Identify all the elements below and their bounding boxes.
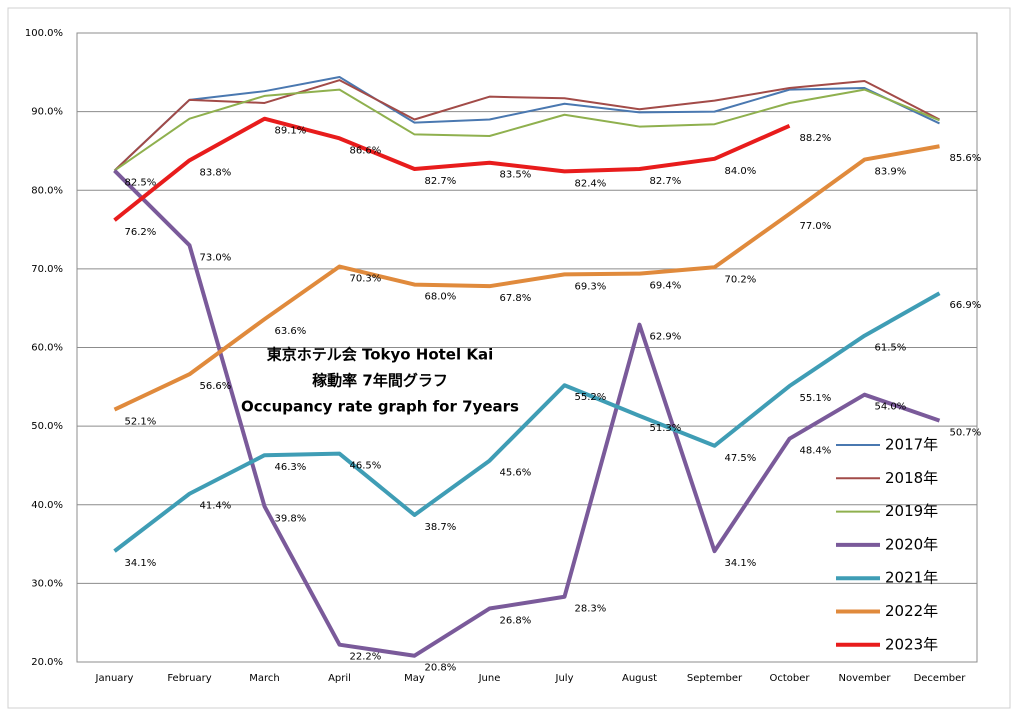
y-tick-label: 60.0%	[31, 343, 63, 354]
series-line	[113, 76, 940, 172]
x-tick-label: June	[478, 673, 501, 684]
x-tick-label: July	[555, 673, 574, 684]
data-label: 61.5%	[875, 343, 907, 354]
series-line	[113, 88, 940, 172]
legend-label: 2018年	[885, 469, 938, 487]
data-label: 46.3%	[275, 462, 307, 473]
data-label: 54.0%	[875, 402, 907, 413]
x-tick-label: September	[687, 673, 743, 684]
data-label: 46.5%	[350, 461, 382, 472]
data-label: 48.4%	[800, 446, 832, 457]
y-tick-label: 40.0%	[31, 500, 63, 511]
data-label: 83.8%	[200, 167, 232, 178]
data-label: 50.7%	[950, 428, 982, 439]
legend-label: 2017年	[885, 436, 938, 454]
data-label: 47.5%	[725, 453, 757, 464]
data-label: 70.3%	[350, 274, 382, 285]
data-label: 55.2%	[575, 392, 607, 403]
data-label: 69.4%	[650, 281, 682, 292]
x-tick-label: March	[249, 673, 279, 684]
data-label: 85.6%	[950, 153, 982, 164]
x-tick-label: August	[622, 673, 657, 684]
series-line	[113, 291, 941, 553]
data-label: 82.5%	[125, 178, 157, 189]
series-line	[113, 116, 791, 222]
data-label: 82.7%	[650, 176, 682, 187]
chart-title: 稼動率 7年間グラフ	[312, 372, 448, 390]
x-tick-label: February	[167, 673, 211, 684]
data-label: 56.6%	[200, 381, 232, 392]
data-label: 34.1%	[125, 558, 157, 569]
chart-title: Occupancy rate graph for 7years	[241, 398, 519, 416]
data-label: 52.1%	[125, 417, 157, 428]
data-label: 55.1%	[800, 393, 832, 404]
y-tick-label: 70.0%	[31, 264, 63, 275]
x-tick-label: January	[95, 673, 134, 684]
y-tick-label: 90.0%	[31, 107, 63, 118]
data-label: 70.2%	[725, 274, 757, 285]
data-label: 86.6%	[350, 145, 382, 156]
x-tick-label: December	[914, 673, 967, 684]
data-label: 68.0%	[425, 292, 457, 303]
data-label: 89.1%	[275, 126, 307, 137]
data-label: 77.0%	[800, 221, 832, 232]
chart-frame	[7, 7, 1011, 709]
data-label: 38.7%	[425, 522, 457, 533]
data-label: 73.0%	[200, 252, 232, 263]
data-label: 22.2%	[350, 652, 382, 663]
data-label: 66.9%	[950, 300, 982, 311]
data-label: 82.4%	[575, 178, 607, 189]
y-tick-label: 100.0%	[25, 28, 63, 39]
data-label: 34.1%	[725, 558, 757, 569]
data-label: 26.8%	[500, 616, 532, 627]
x-tick-label: May	[404, 673, 425, 684]
x-tick-label: October	[769, 673, 810, 684]
data-label: 83.5%	[500, 170, 532, 181]
data-label: 67.8%	[500, 293, 532, 304]
legend-label: 2019年	[885, 502, 938, 520]
data-label: 41.4%	[200, 501, 232, 512]
data-label: 45.6%	[500, 468, 532, 479]
series-line	[113, 79, 940, 172]
data-label: 62.9%	[650, 332, 682, 343]
data-label: 28.3%	[575, 604, 607, 615]
legend-label: 2020年	[885, 535, 938, 553]
data-label: 39.8%	[275, 513, 307, 524]
series-line	[113, 144, 940, 412]
x-tick-label: November	[838, 673, 891, 684]
legend-label: 2022年	[885, 602, 938, 620]
data-label: 84.0%	[725, 166, 757, 177]
plot-border	[76, 32, 978, 663]
data-label: 83.9%	[875, 167, 907, 178]
data-label: 76.2%	[125, 227, 157, 238]
y-tick-label: 80.0%	[31, 185, 63, 196]
x-tick-label: April	[328, 673, 351, 684]
data-label: 88.2%	[800, 133, 832, 144]
data-label: 82.7%	[425, 176, 457, 187]
y-tick-label: 50.0%	[31, 421, 63, 432]
legend-label: 2023年	[885, 635, 938, 653]
chart-title: 東京ホテル会 Tokyo Hotel Kai	[267, 346, 494, 364]
y-tick-label: 30.0%	[31, 578, 63, 589]
data-label: 63.6%	[275, 326, 307, 337]
legend-label: 2021年	[885, 569, 938, 587]
data-label: 51.3%	[650, 423, 682, 434]
y-tick-label: 20.0%	[31, 657, 63, 668]
data-label: 20.8%	[425, 663, 457, 674]
data-label: 69.3%	[575, 281, 607, 292]
